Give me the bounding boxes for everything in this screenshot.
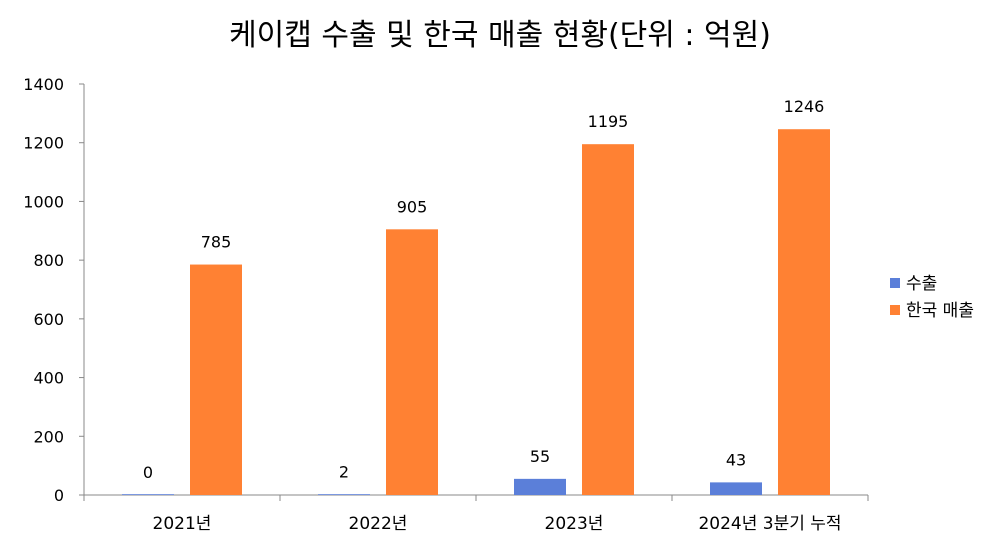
- y-tick-label: 400: [33, 369, 64, 388]
- data-label: 2: [339, 462, 349, 481]
- x-category-label: 2021년: [153, 514, 212, 534]
- legend-label: 수출: [906, 274, 937, 294]
- x-category-label: 2024년 3분기 누적: [698, 514, 841, 534]
- y-tick-label: 0: [54, 486, 64, 505]
- data-label: 1246: [784, 97, 825, 116]
- data-label: 905: [397, 197, 428, 216]
- bar-domestic: [190, 264, 242, 495]
- y-tick-label: 1400: [23, 75, 64, 94]
- legend-label: 한국 매출: [906, 301, 974, 321]
- data-label: 1195: [588, 112, 629, 131]
- x-category-label: 2022년: [349, 514, 408, 534]
- legend-swatch: [890, 278, 900, 288]
- y-tick-label: 800: [33, 251, 64, 270]
- y-tick-label: 1200: [23, 134, 64, 153]
- y-tick-label: 200: [33, 427, 64, 446]
- bar-domestic: [778, 129, 830, 495]
- legend-swatch: [890, 305, 900, 315]
- data-label: 785: [201, 233, 232, 252]
- data-labels: 0 2 55 43 785 905 1195 1246: [143, 97, 824, 482]
- x-category-label: 2023년: [545, 514, 604, 534]
- bar-export: [122, 494, 174, 495]
- y-axis: 0 200 400 600 800 1000 1200 1400: [23, 75, 85, 505]
- data-label: 43: [726, 450, 746, 469]
- bar-export: [318, 494, 370, 495]
- bar-domestic: [386, 229, 438, 495]
- chart-title: 케이캡 수출 및 한국 매출 현황(단위 : 억원): [229, 18, 771, 53]
- y-tick-label: 600: [33, 310, 64, 329]
- bar-export: [710, 482, 762, 495]
- y-tick-label: 1000: [23, 192, 64, 211]
- bars: [122, 129, 830, 496]
- x-axis: 2021년 2022년 2023년 2024년 3분기 누적: [83, 494, 869, 534]
- bar-export: [514, 478, 566, 495]
- data-label: 0: [143, 463, 153, 482]
- bar-domestic: [582, 144, 634, 496]
- data-label: 55: [530, 447, 550, 466]
